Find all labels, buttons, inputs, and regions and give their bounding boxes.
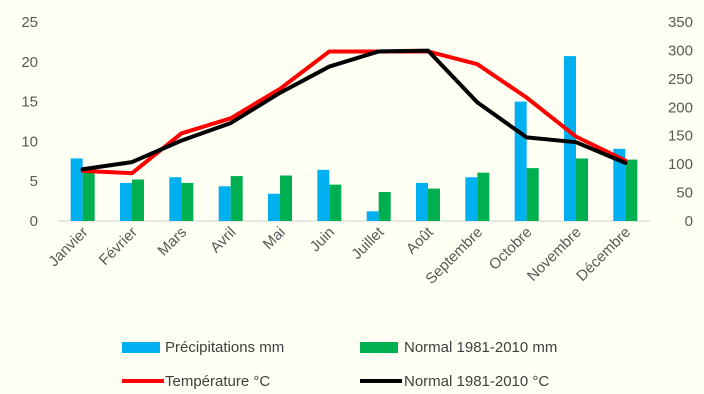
normal-precipitation-bar <box>132 179 144 221</box>
legend-label: Précipitations mm <box>165 339 284 356</box>
normal-precipitation-bar <box>378 192 391 221</box>
legend-label: Normal 1981-2010 mm <box>404 339 557 356</box>
legend: Précipitations mm Normal 1981-2010 mm Temp… <box>122 339 557 390</box>
x-tick-label: Juillet <box>348 223 388 263</box>
y-left-tick-label: 25 <box>21 14 38 31</box>
y-right-tick-label: 100 <box>668 156 693 173</box>
precipitation-bar <box>613 148 626 221</box>
x-tick-label: Août <box>403 223 437 257</box>
precipitation-bar <box>514 101 527 221</box>
legend-swatch <box>122 342 160 353</box>
x-tick-label: Avril <box>207 224 239 256</box>
legend-swatch <box>360 342 398 353</box>
bars <box>70 56 638 221</box>
precipitation-bar <box>416 182 428 221</box>
normal-precipitation-bar <box>625 159 638 221</box>
x-tick-label: Mars <box>155 224 191 260</box>
normal-precipitation-bar <box>477 172 490 221</box>
normal-precipitation-bar <box>280 175 292 221</box>
normal-precipitation-bar <box>428 188 440 221</box>
y-right-tick-label: 50 <box>676 185 693 202</box>
precipitation-bar <box>317 169 330 221</box>
y-left-tick-label: 15 <box>21 94 38 111</box>
y-right-tick-label: 300 <box>668 42 693 59</box>
precipitation-bar <box>70 158 83 221</box>
normal-temperature-line <box>80 48 628 172</box>
normal-precipitation-bar <box>329 184 342 221</box>
precipitation-bar <box>268 193 280 221</box>
precipitation-bar <box>218 186 231 221</box>
normal-precipitation-bar <box>82 166 95 221</box>
precipitation-bar <box>169 177 182 221</box>
temperature-line <box>80 49 628 176</box>
x-tick-label: Décembre <box>573 224 634 285</box>
x-tick-label: Juin <box>307 224 338 255</box>
y-left-tick-label: 0 <box>30 213 38 230</box>
y-right-tick-label: 350 <box>668 14 693 31</box>
y-left-tick-label: 10 <box>21 133 38 150</box>
y-right-tick-label: 150 <box>668 128 693 145</box>
x-tick-label: Octobre <box>486 224 536 274</box>
y-left-tick-label: 5 <box>30 173 38 190</box>
precipitation-bar <box>564 56 576 221</box>
y-right-tick-label: 0 <box>685 213 693 230</box>
normal-precipitation-bar <box>181 182 194 221</box>
normal-precipitation-bar <box>230 176 243 221</box>
normal-precipitation-bar <box>526 168 539 221</box>
x-tick-label: Février <box>96 224 141 269</box>
x-tick-label: Janvier <box>45 224 91 270</box>
lines <box>80 48 628 176</box>
legend-label: Normal 1981-2010 °C <box>404 373 549 390</box>
normal-precipitation-bar <box>576 158 588 221</box>
x-tick-labels: Janvier Février Mars Avril Mai Juin Juillet Aoû… <box>45 223 634 287</box>
y-left-tick-label: 20 <box>21 54 38 71</box>
precipitation-bar <box>366 211 379 221</box>
y-right-tick-label: 250 <box>668 71 693 88</box>
precipitation-bar <box>120 182 132 221</box>
precipitation-bar <box>465 177 478 221</box>
legend-label: Température °C <box>165 373 270 390</box>
y-right-tick-label: 200 <box>668 99 693 116</box>
x-tick-label: Mai <box>260 224 289 253</box>
